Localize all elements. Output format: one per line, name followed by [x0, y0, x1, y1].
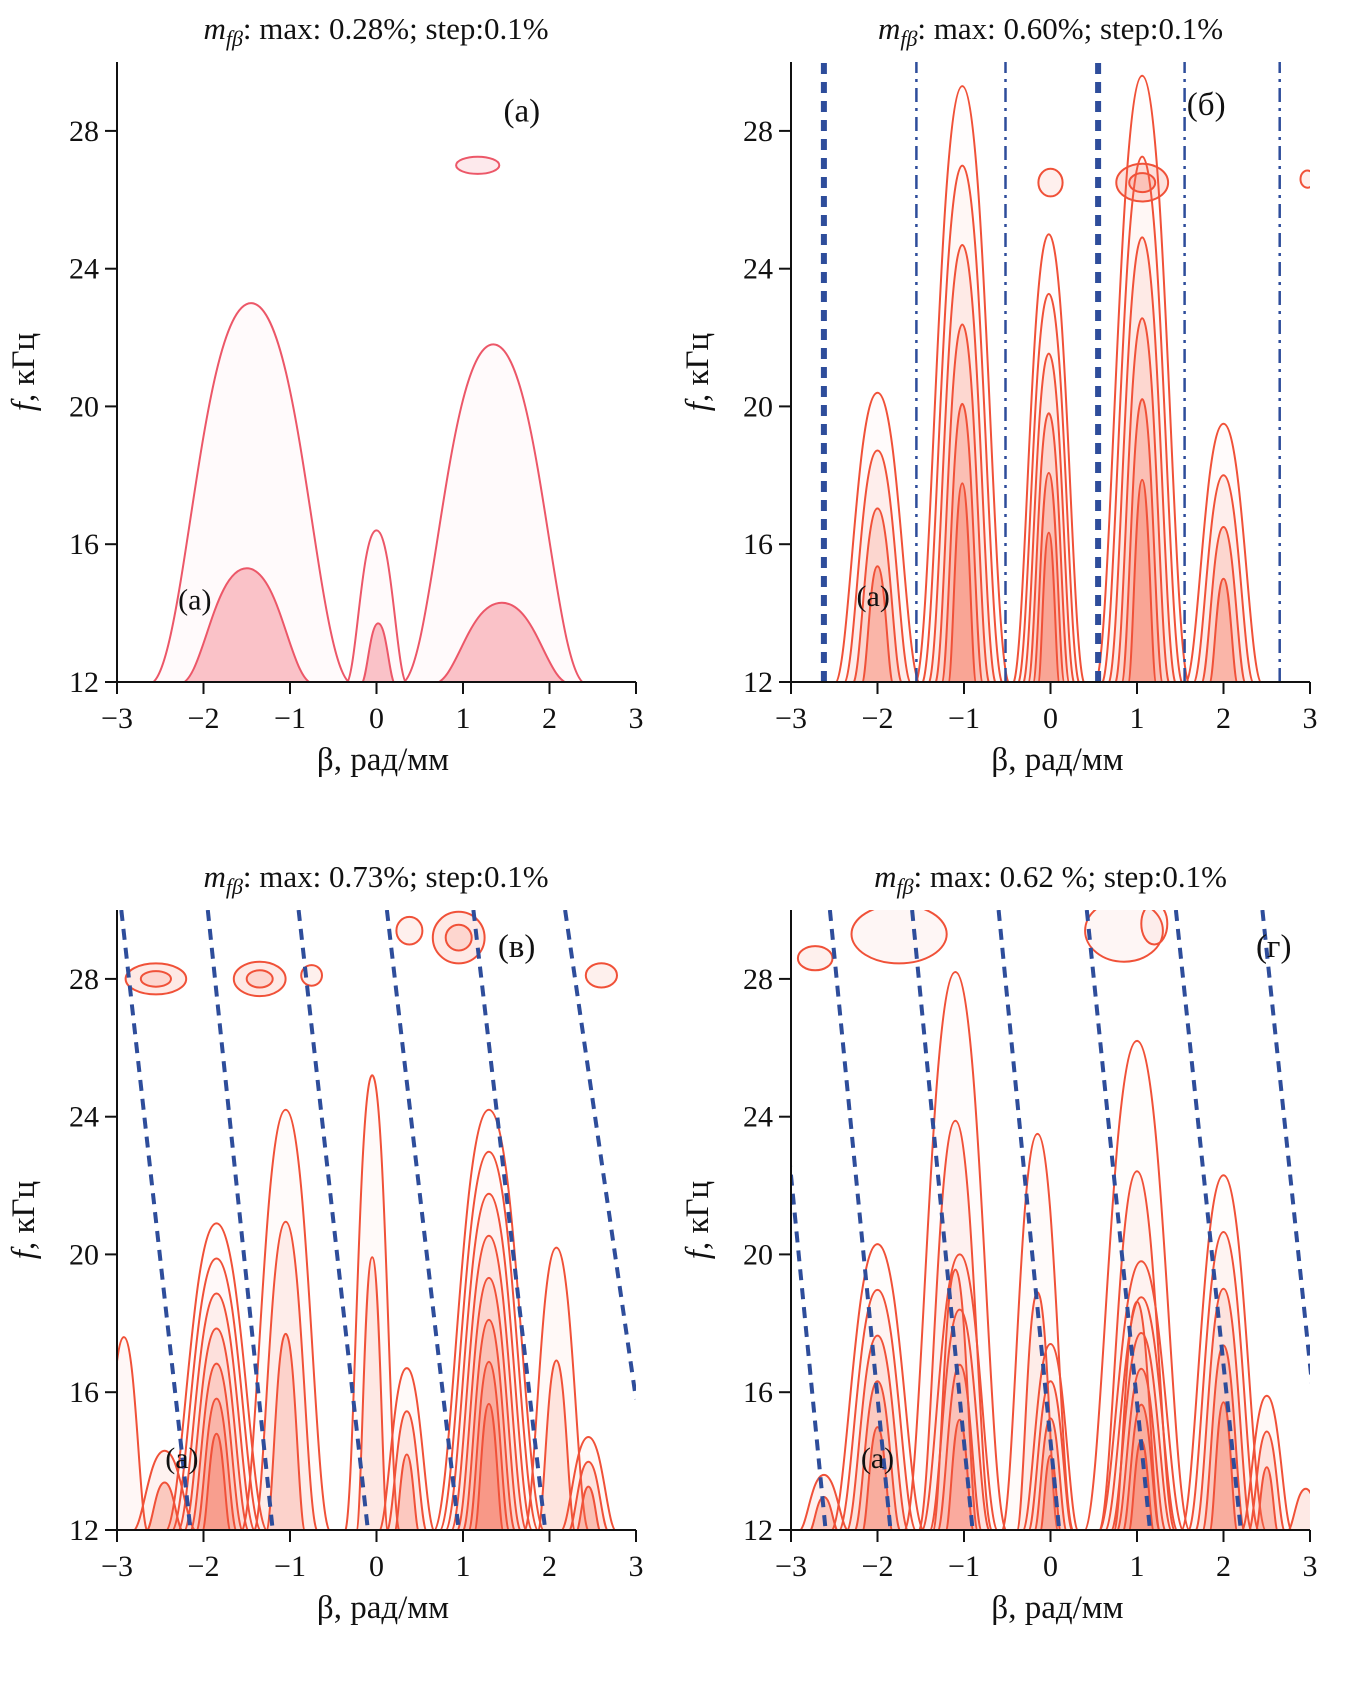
svg-text:16: 16: [743, 1376, 773, 1409]
x-axis-label-b: β, рад/мм: [991, 742, 1124, 778]
svg-text:−2: −2: [188, 1550, 220, 1583]
svg-text:−2: −2: [862, 702, 894, 735]
contour-plot-v: −3 −2 −1 0 1 2 3 12 16 20 24 28 (в) (а): [14, 900, 654, 1600]
svg-text:16: 16: [743, 528, 773, 561]
svg-text:2: 2: [1216, 702, 1231, 735]
svg-text:24: 24: [743, 1101, 773, 1134]
svg-text:(г): (г): [1256, 929, 1292, 965]
svg-text:3: 3: [629, 1550, 644, 1583]
svg-text:16: 16: [69, 528, 99, 561]
plot-title-b: mfβ: max: 0.60%; step:0.1%: [674, 6, 1349, 52]
plot-area-v: f, кГц −3 −2 −1 0 1 2 3 12 16 20 24 28 (в) (а): [0, 900, 674, 1600]
svg-text:1: 1: [1130, 702, 1145, 735]
svg-text:2: 2: [542, 702, 557, 735]
svg-text:−3: −3: [101, 1550, 133, 1583]
svg-text:24: 24: [69, 253, 99, 286]
svg-text:(а): (а): [503, 93, 540, 129]
svg-text:2: 2: [542, 1550, 557, 1583]
svg-text:24: 24: [743, 253, 773, 286]
title-text: : max: 0.28%; step:0.1%: [242, 11, 549, 46]
title-text: : max: 0.73%; step:0.1%: [242, 859, 549, 894]
svg-text:12: 12: [69, 1514, 99, 1547]
svg-text:0: 0: [1043, 702, 1058, 735]
svg-text:24: 24: [69, 1101, 99, 1134]
svg-text:(в): (в): [498, 929, 536, 965]
x-axis-label-v: β, рад/мм: [316, 1590, 450, 1626]
svg-text:3: 3: [1303, 1550, 1318, 1583]
svg-text:28: 28: [69, 963, 99, 996]
svg-text:1: 1: [456, 702, 471, 735]
svg-text:−3: −3: [775, 702, 807, 735]
x-axis-label-g: β, рад/мм: [991, 1590, 1124, 1626]
svg-text:12: 12: [743, 666, 773, 699]
plot-title-v: mfβ: max: 0.73%; step:0.1%: [0, 854, 674, 900]
contour-plot-b: −3 −2 −1 0 1 2 3 12 16 20 24 28 (б) (а): [688, 52, 1328, 752]
svg-text:(а): (а): [178, 584, 211, 617]
svg-text:(а): (а): [857, 580, 890, 613]
svg-text:−2: −2: [188, 702, 220, 735]
panel-v: mfβ: max: 0.73%; step:0.1% f, кГц −3 −2 −1…: [0, 854, 674, 1654]
svg-text:0: 0: [369, 1550, 384, 1583]
svg-text:−2: −2: [862, 1550, 894, 1583]
title-subscript: fβ: [225, 874, 243, 900]
title-variable: m: [874, 859, 897, 894]
plot-title-g: mfβ: max: 0.62 %; step:0.1%: [674, 854, 1349, 900]
svg-text:(а): (а): [165, 1442, 198, 1475]
svg-text:20: 20: [743, 390, 773, 423]
contour-plot-a: −3 −2 −1 0 1 2 3 12 16 20 24 28 (а) (а): [14, 52, 654, 752]
title-subscript: fβ: [900, 26, 918, 52]
title-variable: m: [877, 11, 901, 46]
svg-text:−1: −1: [948, 1550, 980, 1583]
title-subscript: fβ: [225, 26, 243, 52]
svg-text:−3: −3: [101, 702, 133, 735]
title-variable: m: [203, 859, 226, 894]
svg-text:(б): (б): [1187, 87, 1226, 123]
plot-area-b: f, кГц −3 −2 −1 0 1 2 3 12 16 20 24 28 (б) (а): [674, 52, 1349, 752]
svg-text:20: 20: [69, 390, 99, 423]
svg-text:(а): (а): [861, 1442, 894, 1475]
contour-plot-g: −3 −2 −1 0 1 2 3 12 16 20 24 28 (г) (а): [688, 900, 1328, 1600]
svg-text:1: 1: [1130, 1550, 1145, 1583]
title-subscript: fβ: [896, 874, 914, 900]
svg-text:12: 12: [743, 1514, 773, 1547]
title-text: : max: 0.62 %; step:0.1%: [913, 859, 1227, 894]
panel-grid: mfβ: max: 0.28%; step:0.1% f, кГц −3 −2 −1…: [0, 6, 1349, 1654]
title-variable: m: [203, 11, 226, 46]
x-axis-label-a: β, рад/мм: [316, 742, 450, 778]
svg-text:16: 16: [69, 1376, 99, 1409]
svg-text:3: 3: [1303, 702, 1318, 735]
svg-text:20: 20: [743, 1238, 773, 1271]
svg-text:0: 0: [369, 702, 384, 735]
svg-text:3: 3: [629, 702, 644, 735]
svg-text:28: 28: [743, 115, 773, 148]
panel-g: mfβ: max: 0.62 %; step:0.1% f, кГц −3 −2−…: [674, 854, 1349, 1654]
svg-text:28: 28: [743, 963, 773, 996]
svg-text:1: 1: [456, 1550, 471, 1583]
panel-b: mfβ: max: 0.60%; step:0.1% f, кГц −3 −2 −1…: [674, 6, 1349, 806]
svg-text:28: 28: [69, 115, 99, 148]
svg-text:2: 2: [1216, 1550, 1231, 1583]
svg-text:12: 12: [69, 666, 99, 699]
plot-area-g: f, кГц −3 −2 −1 0 1 2 3 12 16 20 24 28 (г) (а): [674, 900, 1349, 1600]
panel-a: mfβ: max: 0.28%; step:0.1% f, кГц −3 −2 −1…: [0, 6, 674, 806]
svg-text:−3: −3: [775, 1550, 807, 1583]
plot-area-a: f, кГц −3 −2 −1 0 1 2 3 12 16 20 24 28 (а) (а): [0, 52, 674, 752]
title-text: : max: 0.60%; step:0.1%: [917, 11, 1224, 46]
svg-text:20: 20: [69, 1238, 99, 1271]
svg-text:0: 0: [1043, 1550, 1058, 1583]
svg-text:−1: −1: [274, 1550, 306, 1583]
plot-title-a: mfβ: max: 0.28%; step:0.1%: [0, 6, 674, 52]
svg-text:−1: −1: [274, 702, 306, 735]
svg-text:−1: −1: [948, 702, 980, 735]
